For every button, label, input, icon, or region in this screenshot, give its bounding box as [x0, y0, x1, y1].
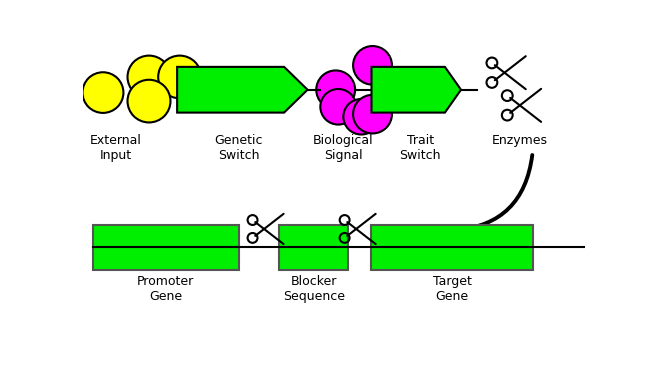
Text: Blocker
Sequence: Blocker Sequence: [283, 275, 345, 303]
Ellipse shape: [320, 89, 356, 125]
Polygon shape: [177, 67, 308, 113]
Bar: [279, 225, 348, 270]
Text: External
Input: External Input: [90, 134, 142, 162]
Text: Target
Gene: Target Gene: [432, 275, 471, 303]
Text: Promoter
Gene: Promoter Gene: [137, 275, 194, 303]
Text: Enzymes: Enzymes: [492, 134, 548, 147]
FancyArrowPatch shape: [456, 155, 532, 230]
Ellipse shape: [127, 56, 170, 98]
Ellipse shape: [82, 72, 123, 113]
Ellipse shape: [158, 56, 201, 98]
Bar: [372, 225, 533, 270]
Ellipse shape: [343, 99, 379, 135]
Text: Trait
Switch: Trait Switch: [399, 134, 441, 162]
Ellipse shape: [353, 95, 392, 134]
Ellipse shape: [127, 80, 170, 123]
Bar: [92, 225, 238, 270]
Polygon shape: [372, 67, 461, 113]
Text: Biological
Signal: Biological Signal: [313, 134, 374, 162]
Ellipse shape: [353, 46, 392, 85]
Ellipse shape: [316, 70, 355, 109]
Text: Genetic
Switch: Genetic Switch: [214, 134, 263, 162]
